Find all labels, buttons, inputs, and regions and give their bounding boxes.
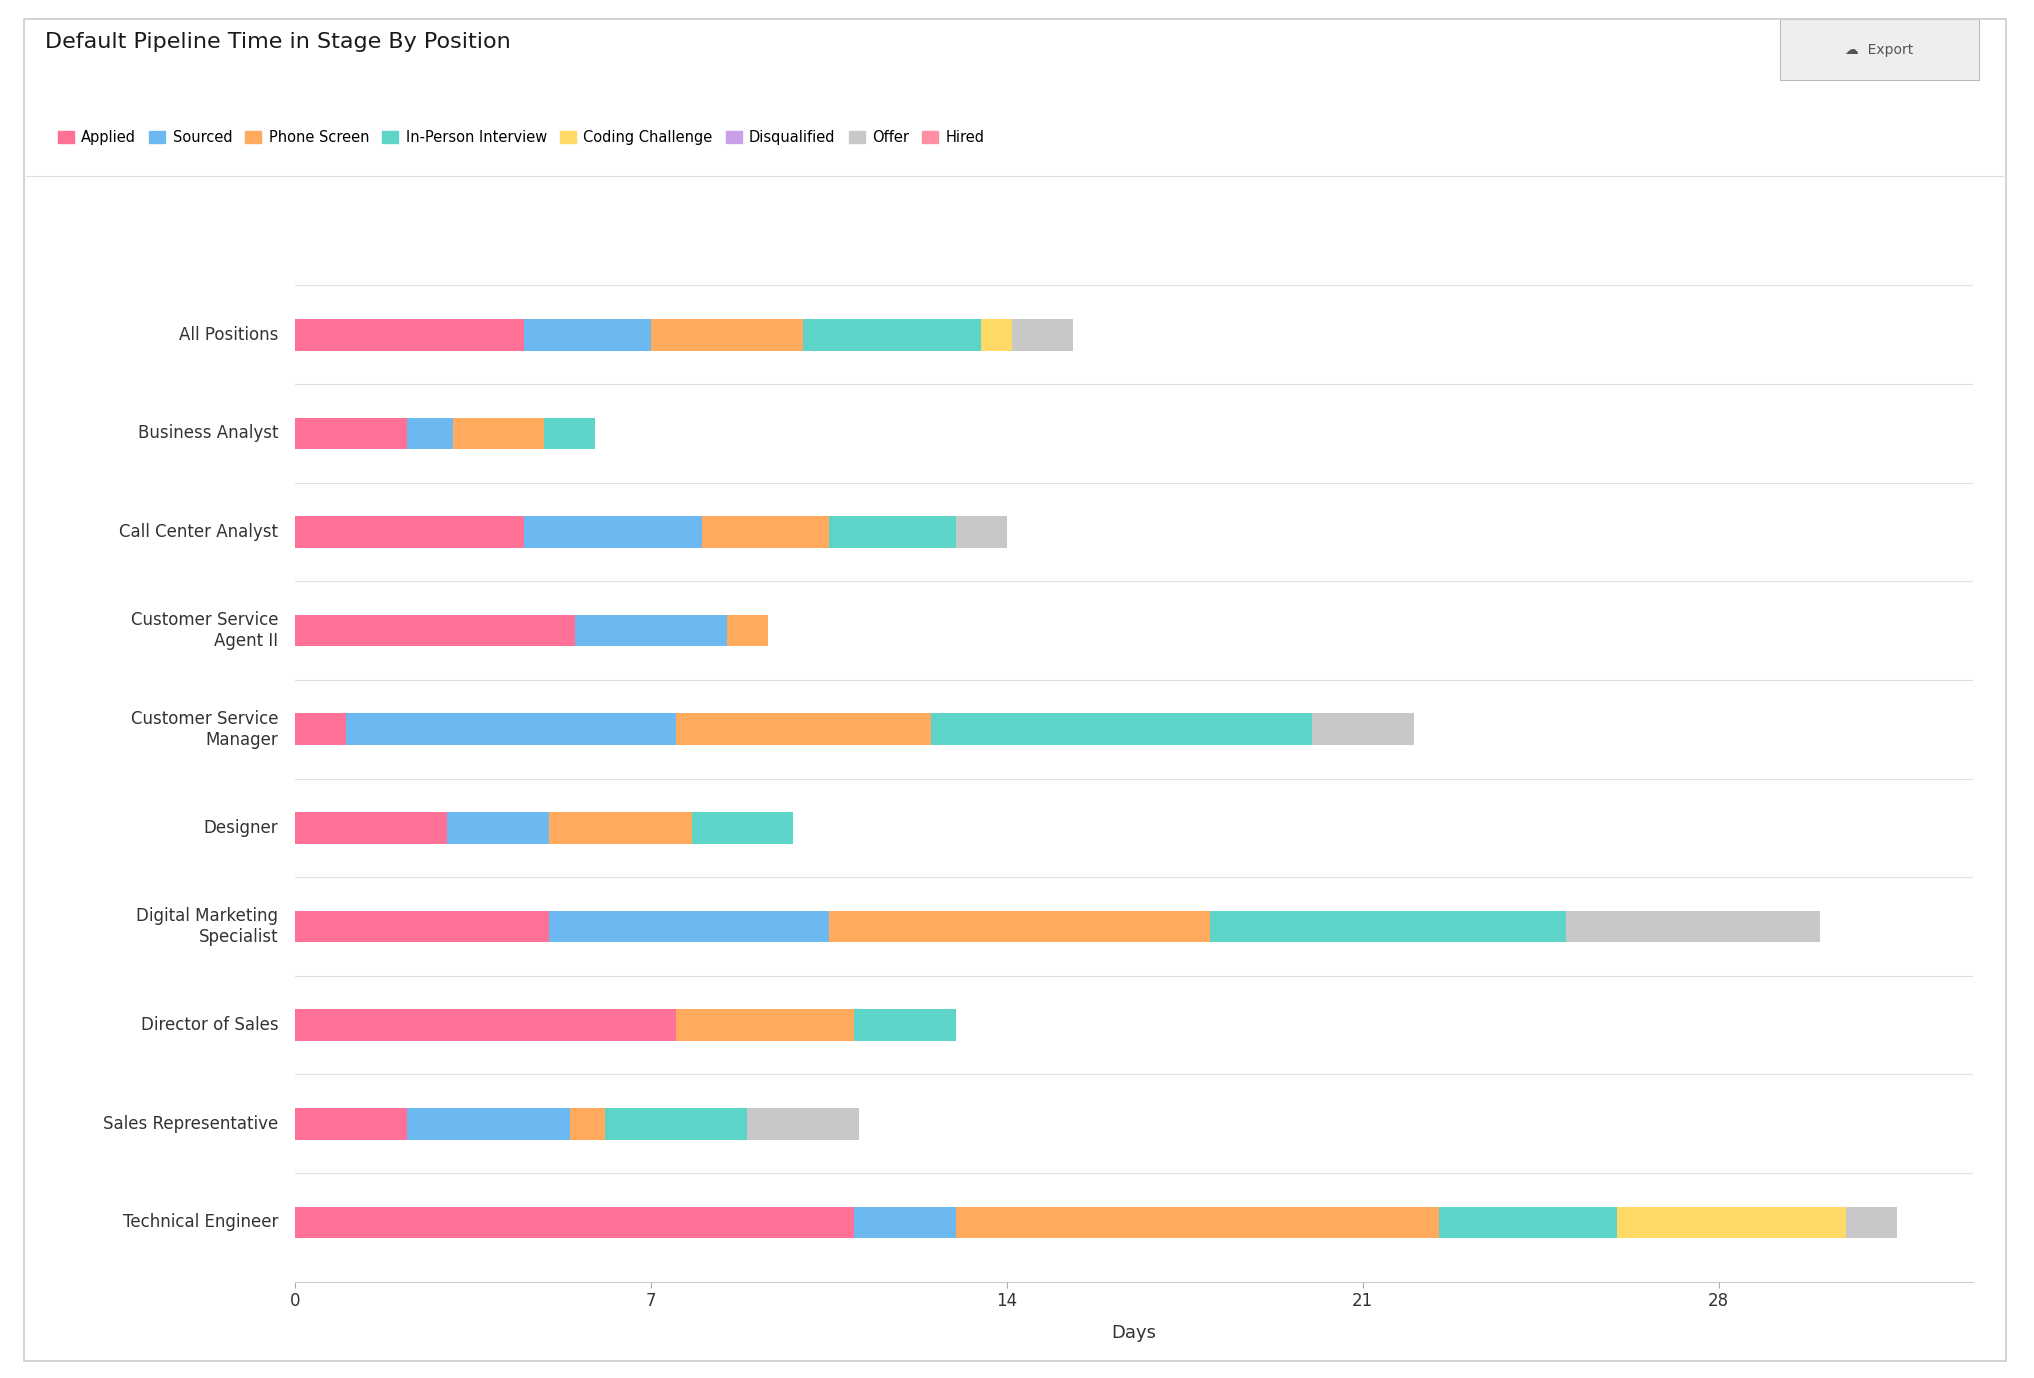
Bar	[525, 318, 651, 350]
Text: ☁  Export: ☁ Export	[1845, 43, 1914, 56]
Bar	[1847, 1207, 1896, 1239]
Bar	[803, 318, 982, 350]
Bar	[549, 911, 830, 943]
Bar	[295, 318, 525, 350]
X-axis label: Days: Days	[1111, 1324, 1157, 1342]
Bar	[728, 615, 769, 646]
Bar	[295, 1108, 407, 1140]
Bar	[295, 418, 407, 449]
Bar	[447, 812, 549, 843]
Bar	[295, 1207, 854, 1239]
Legend: Applied, Sourced, Phone Screen, In-Person Interview, Coding Challenge, Disqualif: Applied, Sourced, Phone Screen, In-Perso…	[53, 124, 991, 152]
Bar	[1566, 911, 1820, 943]
Bar	[956, 1207, 1440, 1239]
Bar	[854, 1009, 956, 1040]
Bar	[1210, 911, 1566, 943]
Bar	[749, 1108, 860, 1140]
Bar	[525, 517, 702, 548]
Bar	[1013, 318, 1074, 350]
Bar	[854, 1207, 956, 1239]
Bar	[830, 911, 1210, 943]
Text: Default Pipeline Time in Stage By Position: Default Pipeline Time in Stage By Positi…	[45, 32, 511, 52]
Bar	[454, 418, 545, 449]
Bar	[295, 714, 346, 745]
Bar	[651, 318, 803, 350]
Bar	[295, 1009, 677, 1040]
Bar	[692, 812, 793, 843]
Bar	[982, 318, 1013, 350]
Bar	[830, 517, 956, 548]
Bar	[932, 714, 1312, 745]
Bar	[295, 911, 549, 943]
Bar	[677, 714, 932, 745]
Bar	[677, 1009, 854, 1040]
Bar	[956, 517, 1007, 548]
Bar	[570, 1108, 606, 1140]
Bar	[295, 517, 525, 548]
Bar	[549, 812, 692, 843]
Bar	[295, 812, 447, 843]
Bar	[1440, 1207, 1617, 1239]
Bar	[295, 615, 576, 646]
Bar	[407, 1108, 570, 1140]
Bar	[346, 714, 677, 745]
Bar	[1312, 714, 1414, 745]
Bar	[576, 615, 728, 646]
Bar	[606, 1108, 749, 1140]
Bar	[407, 418, 452, 449]
Bar	[702, 517, 830, 548]
Bar	[545, 418, 596, 449]
Bar	[1617, 1207, 1847, 1239]
